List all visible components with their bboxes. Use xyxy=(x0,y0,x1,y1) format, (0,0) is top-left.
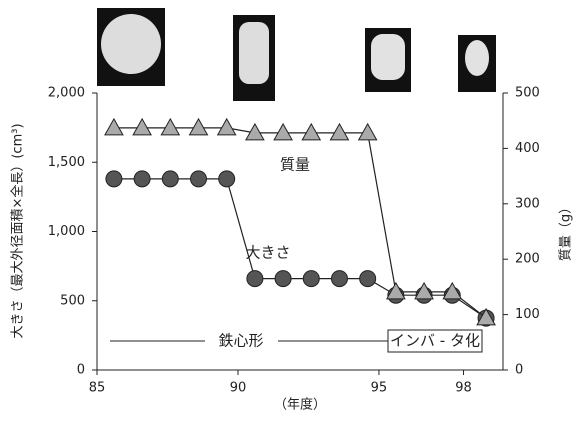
x-axis-label: （年度） xyxy=(274,397,326,413)
marker xyxy=(219,171,235,187)
bulb-photos xyxy=(97,8,496,101)
y-tick-label: 1,000 xyxy=(48,224,85,239)
marker xyxy=(275,271,291,287)
bulb xyxy=(371,34,405,80)
y2-tick-label: 500 xyxy=(515,86,540,101)
y-tick-label: 1,500 xyxy=(48,155,85,170)
marker xyxy=(191,171,207,187)
y-tick-label: 0 xyxy=(77,363,85,378)
marker xyxy=(359,124,377,140)
page: （年度） 大きさ（最大外径面積×全長）(cm³) 質量（g） 0 500 1,000… xyxy=(0,0,577,430)
marker xyxy=(218,119,236,135)
marker xyxy=(331,271,347,287)
marker xyxy=(247,271,263,287)
chart: （年度） 大きさ（最大外径面積×全長）(cm³) 質量（g） 0 500 1,000… xyxy=(0,0,577,430)
y2-tick-label: 100 xyxy=(515,307,540,322)
y2-axis-label: 質量（g） xyxy=(559,201,574,261)
annotation: 大きさ xyxy=(245,244,290,262)
y-axis-label: 大きさ（最大外径面積×全長）(cm³) xyxy=(10,123,26,338)
marker xyxy=(162,171,178,187)
y-tick-label: 2,000 xyxy=(48,86,85,101)
x-tick-label: 95 xyxy=(371,381,388,396)
annotation: 質量 xyxy=(280,156,310,174)
marker xyxy=(360,271,376,287)
x-tick-label: 85 xyxy=(89,381,106,396)
marker xyxy=(274,124,292,140)
marker xyxy=(133,119,151,135)
annotation: 鉄心形 xyxy=(218,332,263,350)
x-tick-label: 98 xyxy=(455,381,472,396)
y2-tick-label: 400 xyxy=(515,141,540,156)
marker xyxy=(134,171,150,187)
annotation: インバ - タ化 xyxy=(390,332,480,350)
y2-tick-label: 300 xyxy=(515,196,540,211)
marker xyxy=(105,119,123,135)
y2-tick-label: 0 xyxy=(515,363,523,378)
y2-tick-label: 200 xyxy=(515,252,540,267)
marker xyxy=(302,124,320,140)
y-tick-label: 500 xyxy=(60,293,85,308)
bulb xyxy=(239,22,269,84)
marker xyxy=(330,124,348,140)
marker xyxy=(303,271,319,287)
marker xyxy=(190,119,208,135)
bulb xyxy=(465,40,489,76)
bulb xyxy=(101,14,161,74)
marker xyxy=(106,171,122,187)
marker xyxy=(161,119,179,135)
x-tick-label: 90 xyxy=(230,381,247,396)
